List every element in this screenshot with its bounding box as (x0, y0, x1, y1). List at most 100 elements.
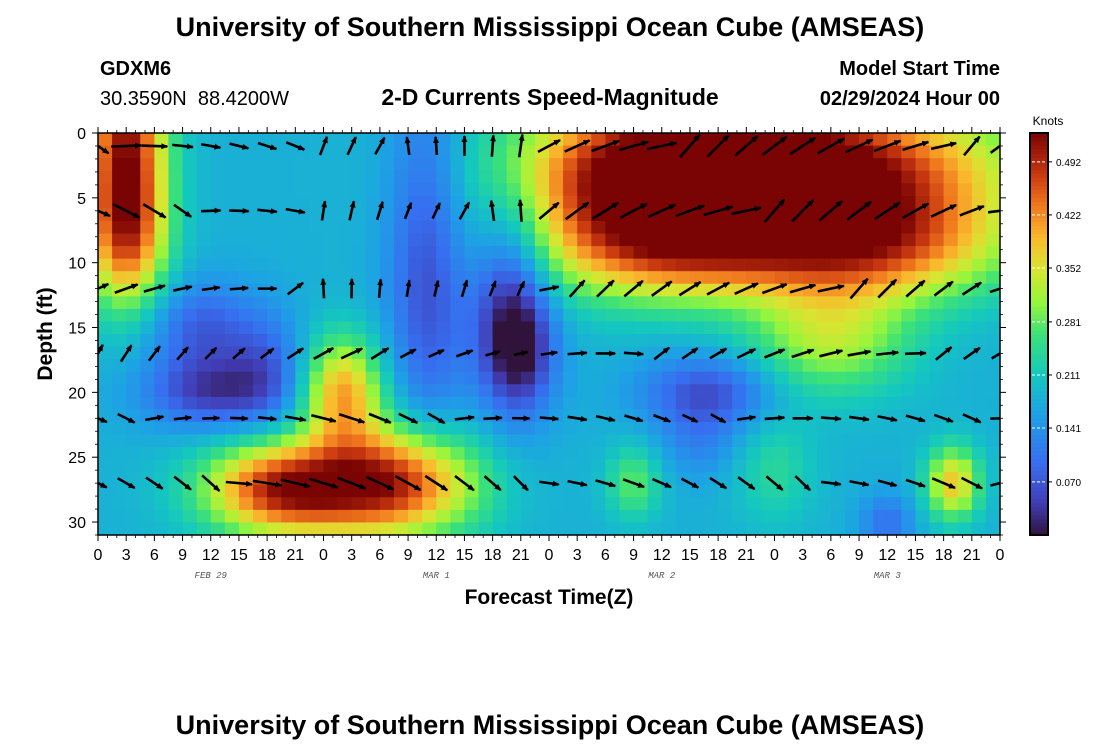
heatmap-cell (929, 195, 945, 209)
heatmap-cell (182, 371, 198, 385)
current-vector-arrow (348, 200, 356, 221)
current-vector-arrow (173, 475, 192, 491)
current-vector-arrow (623, 350, 645, 357)
heatmap-cell (971, 220, 987, 235)
heatmap-cell (281, 183, 296, 197)
heatmap-cell (774, 220, 790, 235)
heatmap-cell (154, 308, 170, 323)
current-vector-arrow (114, 283, 139, 294)
heatmap-cell (534, 359, 550, 373)
heatmap-cell (718, 334, 733, 348)
heatmap-cell (520, 359, 536, 373)
heatmap-cell (732, 421, 747, 436)
colorbar-segment (1030, 217, 1048, 223)
heatmap-cell (337, 296, 353, 310)
colorbar-segment (1030, 498, 1048, 504)
heatmap-cell (718, 472, 733, 486)
y-tick-label: 30 (68, 515, 86, 532)
heatmap-cell (887, 484, 902, 498)
heatmap-cell (774, 509, 790, 524)
heatmap-cell (506, 509, 522, 524)
x-tick-label: 0 (94, 547, 103, 564)
heatmap-cell (901, 308, 917, 323)
heatmap-cell (732, 359, 747, 373)
current-vector-arrow (761, 135, 788, 157)
heatmap-cell (985, 384, 1000, 398)
heatmap-cell (492, 283, 508, 297)
heatmap-cell (238, 421, 254, 436)
heatmap-cell (732, 271, 747, 285)
heatmap-cell (393, 183, 409, 197)
heatmap-cell (351, 472, 367, 486)
heatmap-cell (577, 233, 592, 247)
heatmap-cell (957, 459, 973, 473)
heatmap-cell (985, 233, 1000, 247)
heatmap-cell (760, 459, 776, 473)
heatmap-cell (112, 321, 127, 335)
heatmap-cell (732, 258, 747, 272)
heatmap-cell (774, 334, 790, 348)
heatmap-cell (182, 296, 198, 310)
heatmap-cell (337, 346, 353, 360)
heatmap-cell (971, 359, 987, 373)
heatmap-cell (549, 359, 564, 373)
heatmap-cell (140, 522, 155, 535)
heatmap-cell (718, 271, 733, 285)
heatmap-cell (957, 183, 973, 197)
heatmap-cell (689, 321, 705, 335)
heatmap-cell (873, 220, 888, 235)
heatmap-cell (238, 384, 254, 398)
heatmap-cell (450, 195, 466, 209)
heatmap-cell (168, 246, 184, 260)
heatmap-cell (98, 170, 113, 184)
heatmap-cell (478, 409, 494, 423)
heatmap-cell (549, 434, 564, 448)
heatmap-cell (478, 359, 494, 373)
heatmap-cell (915, 296, 931, 310)
heatmap-cell (422, 509, 437, 524)
heatmap-cell (605, 308, 621, 323)
current-vector-arrow (763, 348, 786, 359)
heatmap-cell (365, 220, 381, 235)
heatmap-cell (196, 434, 212, 448)
heatmap-cell (154, 359, 170, 373)
heatmap-cell (520, 509, 536, 524)
heatmap-cell (365, 334, 381, 348)
heatmap-cell (534, 334, 550, 348)
colorbar-segment (1030, 454, 1048, 460)
heatmap-cell (112, 396, 127, 410)
heatmap-cell (605, 321, 621, 335)
heatmap-cell (704, 484, 719, 498)
heatmap-cell (478, 371, 494, 385)
heatmap-cell (675, 396, 691, 410)
heatmap-cell (267, 396, 282, 410)
heatmap-cell (281, 308, 296, 323)
heatmap-cell (534, 158, 550, 172)
heatmap-cell (182, 522, 198, 535)
heatmap-cell (816, 321, 832, 335)
heatmap-cell (605, 208, 621, 222)
heatmap-cell (267, 283, 282, 297)
current-vector-arrow (172, 143, 194, 150)
heatmap-cell (689, 296, 705, 310)
heatmap-cell (760, 371, 776, 385)
heatmap-cell (957, 321, 973, 335)
heatmap-cell (760, 170, 776, 184)
heatmap-cell (168, 371, 184, 385)
heatmap-cell (478, 208, 494, 222)
heatmap-cell (224, 145, 240, 159)
heatmap-cell (774, 409, 790, 423)
colorbar-segment (1030, 458, 1048, 464)
heatmap-cell (802, 497, 818, 511)
heatmap-cell (506, 497, 522, 511)
heatmap-cell (802, 308, 818, 323)
heatmap-cell (633, 220, 649, 235)
heatmap-cell (464, 220, 480, 235)
current-vector-arrow (98, 209, 111, 218)
heatmap-cell (238, 409, 254, 423)
heatmap-cell (267, 359, 282, 373)
heatmap-cell (689, 208, 705, 222)
heatmap-cell (436, 145, 451, 159)
heatmap-cell (605, 459, 621, 473)
heatmap-cell (323, 509, 339, 524)
